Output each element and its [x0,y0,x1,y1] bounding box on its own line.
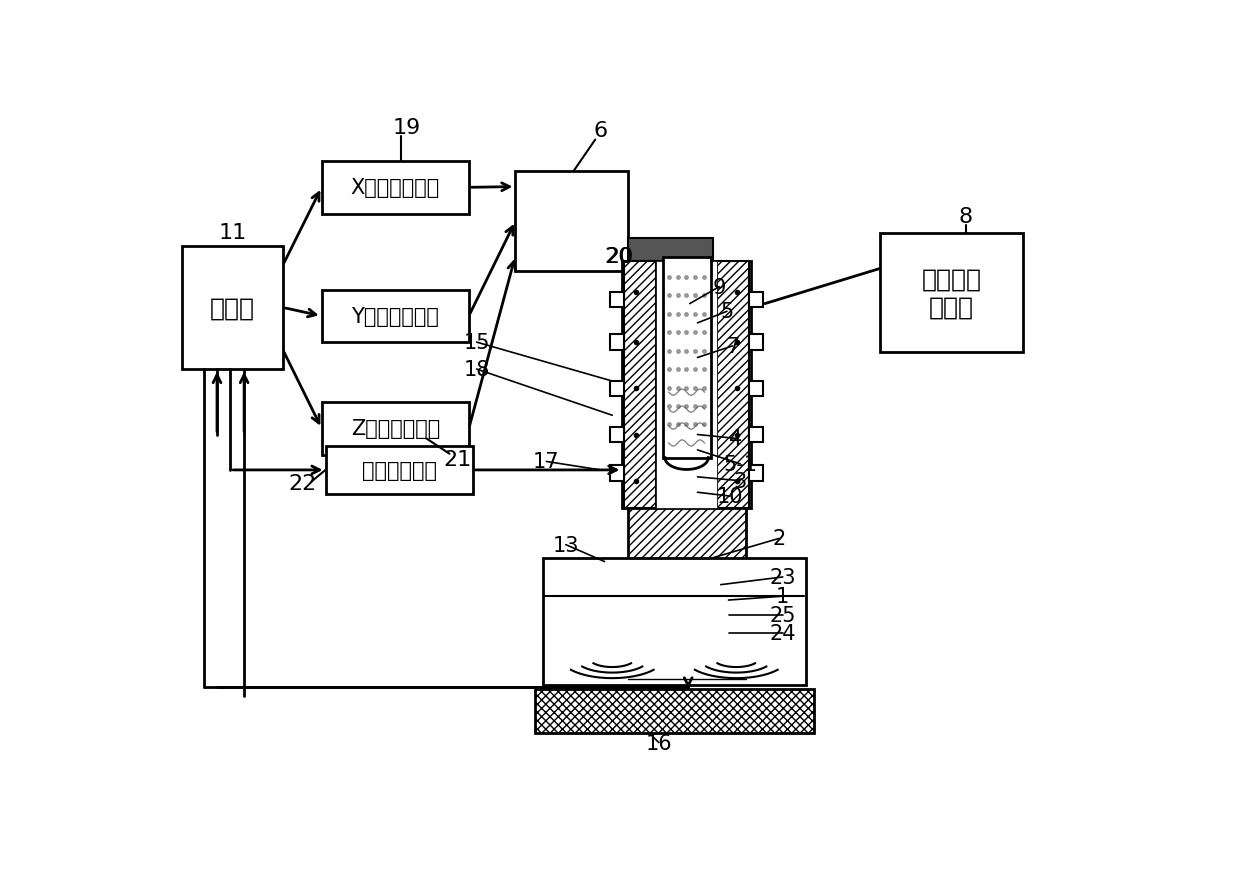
Text: 8: 8 [959,207,972,227]
Text: 2: 2 [773,529,785,549]
Text: X轴电机驱动器: X轴电机驱动器 [351,178,440,198]
Text: 4: 4 [729,429,742,448]
Bar [543,558,806,685]
Text: 3: 3 [734,471,746,491]
Text: 20: 20 [606,247,634,267]
Text: 控制器: 控制器 [210,296,255,320]
Text: 22: 22 [288,474,316,494]
Text: 20: 20 [604,247,632,267]
Text: 开关控制电路: 开关控制电路 [362,461,436,481]
Bar [656,262,717,508]
Bar [610,335,624,350]
Text: 13: 13 [553,535,579,555]
Bar [717,262,749,508]
Bar [610,293,624,308]
Bar [749,466,764,481]
Text: 16: 16 [646,733,672,753]
Text: 信号采集
处理器: 信号采集 处理器 [921,268,981,319]
Text: 5: 5 [720,302,734,322]
Bar [321,290,469,342]
Bar [325,447,472,494]
Bar [610,381,624,396]
Bar [627,239,713,262]
Text: 5-1: 5-1 [723,454,758,474]
Text: 15: 15 [464,333,490,353]
Text: Z轴电机驱动器: Z轴电机驱动器 [351,419,440,439]
Text: 21: 21 [443,449,471,469]
Text: 6: 6 [594,121,608,141]
Bar [534,689,813,733]
Bar [321,162,469,215]
Text: Y轴电机驱动器: Y轴电机驱动器 [351,307,439,327]
Text: 7: 7 [725,336,739,356]
Bar [610,428,624,442]
Bar [182,247,283,369]
Bar [749,428,764,442]
Text: 17: 17 [533,452,559,472]
Bar [622,262,751,508]
Text: 1: 1 [776,587,790,607]
Bar [321,402,469,455]
Text: 11: 11 [218,222,247,242]
Text: 25: 25 [770,606,796,626]
Text: 9: 9 [713,277,725,297]
Text: 19: 19 [393,117,422,137]
Bar [624,262,656,508]
Bar [627,508,745,616]
Bar [749,293,764,308]
Text: 24: 24 [770,623,796,643]
Bar [879,234,1023,353]
Text: 23: 23 [770,567,796,587]
Bar [610,466,624,481]
Bar [749,381,764,396]
Text: 18: 18 [464,360,490,380]
Text: 10: 10 [717,487,743,507]
Bar [662,258,711,458]
Bar [749,335,764,350]
Bar [516,172,627,272]
